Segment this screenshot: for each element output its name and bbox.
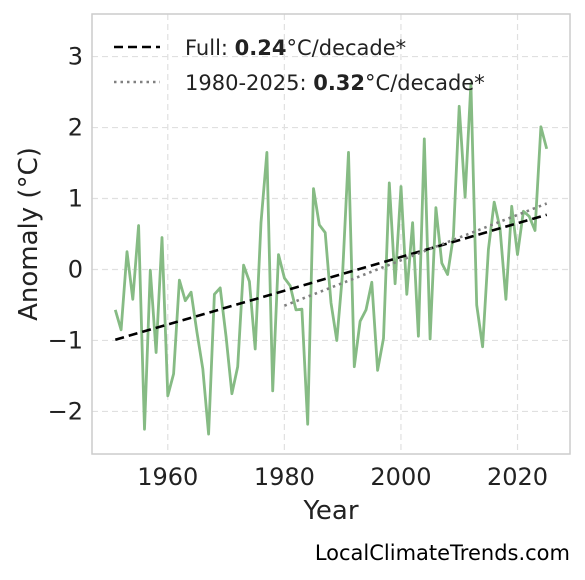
grid (92, 14, 570, 454)
y-tick-label: 3 (68, 43, 83, 71)
source-label: LocalClimateTrends.com (315, 541, 570, 565)
y-tick-label: 2 (68, 114, 83, 142)
legend-recent-label: 1980-2025: 0.32°C/decade* (185, 71, 485, 95)
y-tick-label: 0 (68, 255, 83, 283)
y-tick-label: −2 (48, 397, 83, 425)
legend: Full: 0.24°C/decade* 1980-2025: 0.32°C/d… (114, 36, 485, 95)
y-tick-label: −1 (48, 326, 83, 354)
x-tick-label: 1980 (254, 463, 315, 491)
y-tick-label: 1 (68, 185, 83, 213)
legend-full-unit: °C/decade* (287, 36, 407, 60)
x-tick-label: 2000 (370, 463, 431, 491)
anomaly-series-line (113, 82, 549, 436)
recent-trend-line (283, 202, 548, 307)
y-axis-title: Anomaly (°C) (14, 147, 44, 321)
legend-recent-unit: °C/decade* (365, 71, 485, 95)
x-tick-label: 2020 (487, 463, 548, 491)
y-axis-ticks: −2 −1 0 1 2 3 (48, 43, 83, 426)
x-tick-label: 1960 (137, 463, 198, 491)
x-axis-title: Year (302, 496, 358, 526)
legend-recent-prefix: 1980-2025: (185, 71, 313, 95)
x-axis-ticks: 1960 1980 2000 2020 (137, 463, 548, 491)
series-layer (113, 82, 549, 436)
legend-recent-rate: 0.32 (313, 71, 365, 95)
legend-full-label: Full: 0.24°C/decade* (185, 36, 406, 60)
legend-full-prefix: Full: (185, 36, 235, 60)
legend-full-rate: 0.24 (235, 36, 287, 60)
full-trend-line (114, 213, 548, 341)
plot-frame (91, 13, 571, 455)
